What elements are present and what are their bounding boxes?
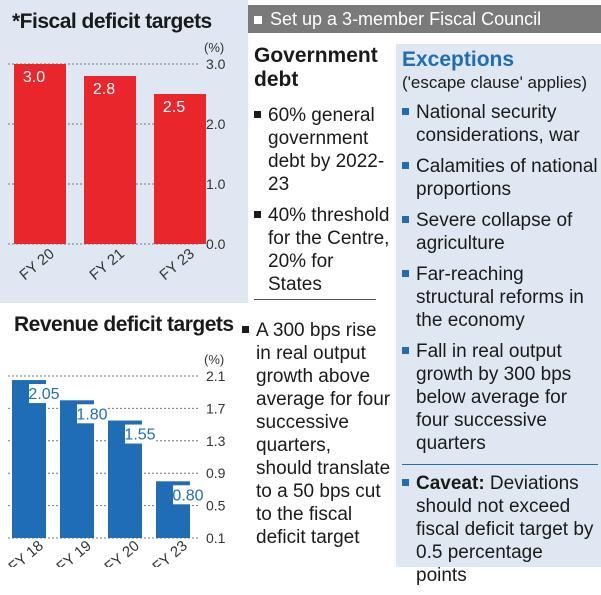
revenue-chart-title: Revenue deficit targets (14, 313, 234, 336)
y-tick-label: 1.3 (206, 433, 226, 449)
caveat-label: Caveat: (416, 473, 485, 494)
fiscal-deficit-chart: (%)3.02.01.00.03.0FY 202.8FY 212.5FY 23 (8, 40, 226, 284)
bar (154, 94, 206, 244)
x-tick-label: FY 23 (149, 537, 190, 567)
government-debt-heading: Government debt (254, 44, 390, 92)
government-debt-heading-line1: Government (254, 44, 378, 67)
bar-value-box (29, 384, 59, 404)
exception-item-1: National security considerations, war (402, 101, 598, 147)
y-tick-label: 3.0 (206, 56, 226, 72)
x-tick-label: FY 20 (101, 537, 142, 567)
banner-square-icon (254, 16, 262, 25)
bar-value-label: 0.80 (172, 487, 203, 504)
revenue-deficit-panel: Revenue deficit targets (%) 2.1 1.7 1.3 0.9 0… (0, 303, 238, 567)
bullet-square-icon (242, 326, 249, 333)
bar (84, 76, 136, 244)
debt-bullet-1: 60% general government debt by 2022-23 (254, 104, 390, 196)
fiscal-chart-title: *Fiscal deficit targets (12, 10, 212, 33)
exception-item-5-text: Fall in real output growth by 300 bps be… (416, 341, 572, 454)
y-tick-label: 1.0 (206, 176, 226, 192)
y-tick-label: 2.0 (206, 116, 226, 132)
exception-item-1-text: National security considerations, war (416, 102, 580, 146)
bar (14, 64, 66, 244)
government-debt-section: Government debt 60% general government d… (254, 44, 390, 304)
y-tick-label: 0.1 (206, 530, 226, 546)
output-growth-text: A 300 bps rise in real output growth abo… (256, 320, 391, 548)
debt-divider (254, 299, 376, 300)
y-tick-label: 1.7 (206, 400, 226, 416)
exceptions-subheading: ('escape clause' applies) (402, 73, 588, 92)
bar-value-label: 3.0 (23, 69, 45, 86)
bullet-square-icon (402, 162, 409, 169)
bullet-square-icon (402, 479, 409, 486)
bar-value-label: 2.5 (163, 99, 185, 116)
caveat-text: Deviations should not exceed fiscal defi… (416, 473, 594, 586)
bullet-square-icon (402, 270, 409, 277)
exception-item-2-text: Calamities of national proportions (416, 156, 598, 200)
x-tick-label: FY 18 (5, 537, 46, 567)
bullet-square-icon (254, 111, 261, 118)
bar-value-label: 1.55 (124, 427, 155, 444)
bullet-square-icon (402, 216, 409, 223)
bar (12, 380, 46, 538)
exception-item-5: Fall in real output growth by 300 bps be… (402, 340, 598, 455)
caveat-section: Caveat: Deviations should not exceed fis… (402, 472, 598, 595)
exception-item-4: Far-reaching structural reforms in the e… (402, 263, 598, 332)
bar-value-label: 1.80 (76, 406, 107, 423)
bullet-square-icon (254, 211, 261, 218)
government-debt-heading-line2: debt (254, 68, 299, 91)
debt-bullet-2: 40% threshold for the Centre, 20% for St… (254, 204, 390, 296)
bullet-square-icon (402, 108, 409, 115)
bar-value-label: 2.05 (28, 386, 59, 403)
bar-value-box (125, 424, 155, 444)
exception-item-3: Severe collapse of agriculture (402, 209, 598, 255)
y-tick-label: 0.9 (206, 465, 226, 481)
fiscal-council-banner: Set up a 3-member Fiscal Council (248, 5, 601, 33)
y-tick-label: 0.0 (206, 236, 226, 252)
exceptions-heading: Exceptions (402, 48, 515, 71)
x-tick-label: FY 19 (53, 537, 94, 567)
exception-item-3-text: Severe collapse of agriculture (416, 210, 573, 254)
revenue-deficit-chart: (%)2.1 1.7 1.3 0.9 0.5 0.1 2.05 FY 18 1.80 FY 19 1… (5, 352, 226, 567)
caveat-item: Caveat: Deviations should not exceed fis… (402, 472, 598, 587)
debt-bullet-1-text: 60% general government debt by 2022-23 (268, 105, 385, 195)
y-unit-label: (%) (204, 40, 224, 55)
output-growth-section: A 300 bps rise in real output growth abo… (242, 319, 392, 557)
exceptions-section: Exceptions ('escape clause' applies) Nat… (402, 48, 598, 463)
x-tick-label: FY 23 (156, 245, 197, 284)
x-tick-label: FY 21 (86, 245, 127, 284)
y-tick-label: 0.5 (206, 498, 226, 514)
bar-value-box (173, 485, 203, 505)
debt-bullet-2-text: 40% threshold for the Centre, 20% for St… (268, 205, 390, 295)
fiscal-deficit-panel: *Fiscal deficit targets (%) 3.0 2.0 1.0 0.0 3… (0, 0, 248, 303)
exceptions-background (396, 44, 601, 567)
bar-value-label: 2.8 (93, 81, 115, 98)
caveat-divider (402, 464, 598, 465)
bar-value-box (77, 404, 107, 424)
banner-text: Set up a 3-member Fiscal Council (270, 9, 542, 29)
output-growth-bullet: A 300 bps rise in real output growth abo… (242, 319, 392, 549)
x-tick-label: FY 20 (16, 245, 57, 284)
bullet-square-icon (402, 347, 409, 354)
exception-item-2: Calamities of national proportions (402, 155, 598, 201)
y-tick-label: 2.1 (206, 368, 226, 384)
y-unit-label: (%) (204, 352, 224, 367)
exception-item-4-text: Far-reaching structural reforms in the e… (416, 264, 584, 331)
